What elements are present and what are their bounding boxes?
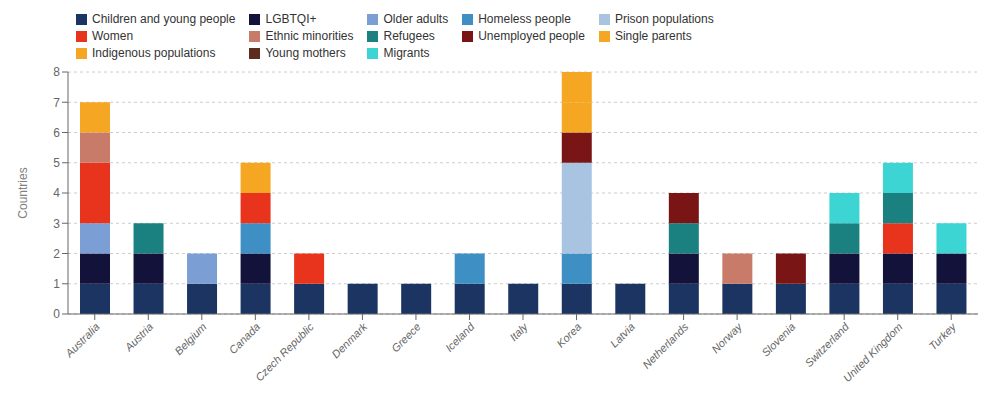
svg-text:0: 0 — [53, 307, 60, 321]
svg-text:Korea: Korea — [554, 320, 583, 349]
html-text:Women: Women — [92, 29, 134, 43]
svg-text:Netherlands: Netherlands — [640, 320, 691, 371]
svg-text:Slovenia: Slovenia — [759, 320, 797, 358]
svg-text:Iceland: Iceland — [443, 320, 477, 354]
svg-text:Switzerland: Switzerland — [802, 320, 851, 369]
svg-text:Australia: Australia — [62, 320, 101, 359]
svg-text:Greece: Greece — [389, 320, 423, 354]
svg-text:Italy: Italy — [507, 319, 531, 343]
svg-text:Canada: Canada — [227, 320, 263, 356]
svg-text:Austria: Austria — [122, 320, 155, 353]
html-text:Older adults: Older adults — [383, 12, 449, 26]
html-text:Prison populations: Prison populations — [614, 12, 714, 26]
svg-text:3: 3 — [53, 217, 60, 231]
html-text:Migrants: Migrants — [383, 46, 430, 60]
html-text:Indigenous populations: Indigenous populations — [92, 46, 216, 60]
html-text:Ethnic minorities: Ethnic minorities — [265, 29, 354, 43]
svg-text:5: 5 — [53, 156, 60, 170]
svg-text:6: 6 — [53, 126, 60, 140]
svg-text:7: 7 — [53, 96, 60, 110]
html-text:Single parents: Single parents — [614, 29, 692, 43]
svg-text:1: 1 — [53, 277, 60, 291]
html-text:Homeless people: Homeless people — [478, 12, 571, 26]
html-text:Young mothers: Young mothers — [265, 46, 346, 60]
svg-text:Belgium: Belgium — [172, 320, 209, 357]
svg-text:Latvia: Latvia — [608, 320, 637, 349]
html-text:LGBTQI+: LGBTQI+ — [265, 12, 317, 26]
svg-text:Czech Republic: Czech Republic — [253, 320, 316, 383]
html-text:Children and young people: Children and young people — [92, 12, 236, 26]
svg-text:4: 4 — [53, 186, 60, 200]
svg-text:8: 8 — [53, 65, 60, 79]
svg-text:2: 2 — [53, 247, 60, 261]
svg-text:Countries: Countries — [16, 167, 30, 218]
svg-text:United Kingdom: United Kingdom — [841, 320, 905, 384]
html-text:Refugees: Refugees — [383, 29, 435, 43]
svg-text:Norway: Norway — [709, 319, 745, 355]
svg-text:Denmark: Denmark — [329, 320, 369, 360]
svg-text:Turkey: Turkey — [926, 319, 959, 352]
html-text:Unemployed people: Unemployed people — [478, 29, 585, 43]
